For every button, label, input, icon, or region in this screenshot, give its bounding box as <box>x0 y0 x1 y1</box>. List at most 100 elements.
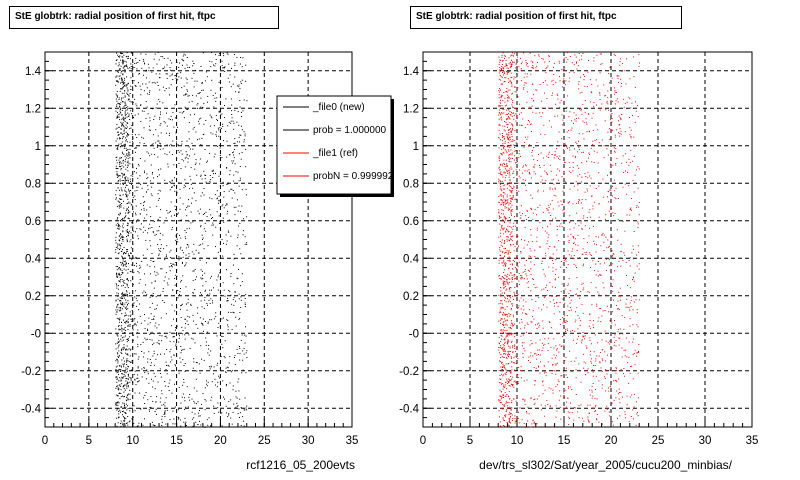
data-point <box>633 76 635 78</box>
data-point <box>204 399 206 401</box>
data-point <box>526 278 528 280</box>
data-point <box>514 216 515 218</box>
data-point <box>535 112 537 114</box>
data-point <box>174 104 176 106</box>
data-point <box>118 307 120 309</box>
data-point <box>117 134 119 136</box>
data-point <box>601 387 603 389</box>
data-point <box>221 335 223 337</box>
data-point <box>219 272 221 274</box>
data-point <box>506 73 508 75</box>
data-point <box>510 114 512 116</box>
data-point <box>143 367 145 369</box>
data-point <box>603 376 605 378</box>
data-point <box>121 82 123 83</box>
data-point <box>164 336 166 337</box>
data-point <box>554 246 556 248</box>
data-point <box>175 131 177 133</box>
data-point <box>164 153 166 155</box>
data-point <box>121 304 123 306</box>
data-point <box>124 419 126 421</box>
data-point <box>181 280 183 282</box>
data-point <box>184 106 186 108</box>
data-point <box>509 296 511 298</box>
data-point <box>612 164 614 166</box>
data-point <box>499 278 501 279</box>
data-point <box>123 328 125 330</box>
data-point <box>164 259 166 261</box>
data-point <box>125 269 127 271</box>
data-point <box>595 287 597 289</box>
data-point <box>153 58 155 60</box>
data-point <box>221 318 223 320</box>
data-point <box>581 176 583 178</box>
data-point <box>139 85 141 87</box>
data-point <box>621 63 623 65</box>
data-point <box>186 320 188 322</box>
data-point <box>117 408 118 410</box>
data-point <box>116 409 118 411</box>
data-point <box>119 240 121 242</box>
data-point <box>210 116 212 118</box>
data-point <box>555 405 557 407</box>
data-point <box>501 112 503 114</box>
data-point <box>511 402 513 403</box>
data-point <box>185 232 187 234</box>
data-point <box>510 416 511 418</box>
data-point <box>506 88 508 90</box>
data-point <box>183 94 185 96</box>
data-point <box>500 382 502 384</box>
data-point <box>520 69 522 71</box>
data-point <box>124 178 126 180</box>
data-point <box>119 110 121 112</box>
data-point <box>599 274 601 276</box>
data-point <box>140 121 142 122</box>
data-point <box>242 359 244 361</box>
data-point <box>520 124 522 126</box>
data-point <box>547 350 549 351</box>
data-point <box>569 386 571 388</box>
data-point <box>608 311 610 313</box>
data-point <box>507 268 509 270</box>
data-point <box>510 149 512 151</box>
data-point <box>182 330 184 332</box>
data-point <box>119 138 120 140</box>
data-point <box>632 279 634 280</box>
data-point <box>160 294 162 296</box>
data-point <box>117 81 119 83</box>
data-point <box>555 416 557 418</box>
data-point <box>181 349 182 351</box>
data-point <box>502 375 504 377</box>
data-point <box>140 266 142 268</box>
data-point <box>243 425 245 427</box>
x-tick-label: 20 <box>214 435 227 447</box>
data-point <box>526 170 528 172</box>
data-point <box>125 253 127 255</box>
data-point <box>236 397 238 399</box>
data-point <box>499 396 501 397</box>
data-point <box>590 350 591 352</box>
y-tick-label: -0.2 <box>21 366 41 378</box>
data-point <box>170 143 172 145</box>
data-point <box>153 287 155 289</box>
data-point <box>127 365 129 367</box>
data-point <box>506 334 508 336</box>
data-point <box>541 107 543 109</box>
data-point <box>529 248 531 250</box>
data-point <box>242 350 244 352</box>
data-point <box>213 366 215 368</box>
data-point <box>178 418 180 420</box>
data-point <box>123 357 125 359</box>
data-point <box>126 109 128 111</box>
data-point <box>171 392 173 394</box>
data-point <box>598 216 600 218</box>
data-point <box>177 241 179 243</box>
data-point <box>124 370 126 372</box>
data-point <box>510 232 512 234</box>
data-point <box>181 326 183 328</box>
data-point <box>509 238 511 240</box>
data-point <box>542 82 544 83</box>
data-point <box>570 129 572 131</box>
data-point <box>506 71 507 73</box>
data-point <box>126 383 128 385</box>
